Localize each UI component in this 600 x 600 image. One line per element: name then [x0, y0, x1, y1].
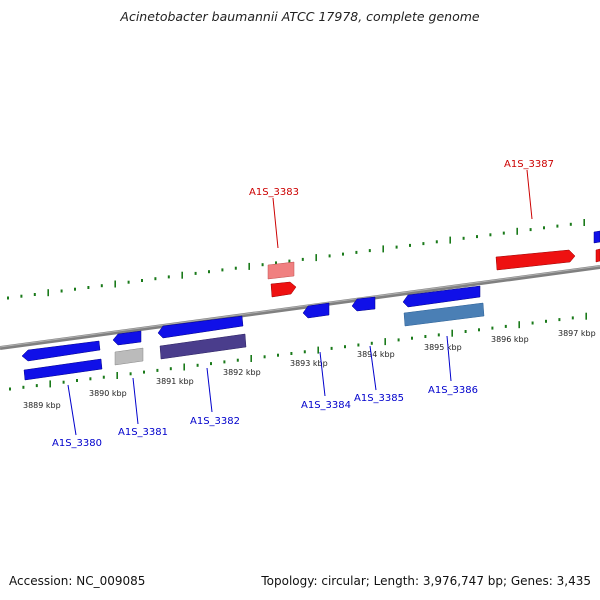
scale-label: 3889 kbp	[23, 401, 61, 410]
leader-line-3381	[132, 377, 139, 425]
genome-backbone	[0, 265, 600, 350]
gene-label-3381[interactable]: A1S_3381	[118, 427, 168, 438]
gene-features	[21, 230, 600, 381]
gene-labels: A1S_3380 A1S_3381 A1S_3382 A1S_3383 A1S_…	[52, 159, 554, 449]
scale-labels: 3889 kbp 3890 kbp 3891 kbp 3892 kbp 3893…	[23, 329, 596, 410]
gene-feature-3383-lower[interactable]	[270, 281, 297, 298]
gene-label-3384[interactable]: A1S_3384	[301, 400, 351, 411]
upper-tick-row	[7, 219, 586, 300]
gene-feature-3384[interactable]	[302, 302, 330, 319]
gene-feature-3381-upper[interactable]	[112, 330, 142, 346]
gene-feature-3383-upper[interactable]	[267, 261, 295, 280]
scale-label: 3895 kbp	[424, 343, 462, 352]
scale-label: 3891 kbp	[156, 377, 194, 386]
scale-label: 3892 kbp	[223, 368, 261, 377]
leader-line-3384	[319, 351, 326, 397]
leader-line-3387	[526, 169, 533, 220]
leader-line-3383	[272, 197, 279, 249]
scale-label: 3893 kbp	[290, 359, 328, 368]
lower-tick-row	[9, 312, 588, 391]
gene-label-3380[interactable]: A1S_3380	[52, 438, 102, 449]
scale-label: 3894 kbp	[357, 350, 395, 359]
gene-feature-3381-lower[interactable]	[114, 347, 144, 366]
gene-feature-3385[interactable]	[351, 296, 376, 312]
gene-label-3385[interactable]: A1S_3385	[354, 393, 404, 404]
gene-feature-edge-blue[interactable]	[593, 230, 600, 244]
scale-label: 3897 kbp	[558, 329, 596, 338]
gene-label-3382[interactable]: A1S_3382	[190, 416, 240, 427]
gene-label-3387[interactable]: A1S_3387	[504, 159, 554, 170]
gene-feature-3380-upper[interactable]	[21, 340, 101, 362]
leader-line-3385	[369, 345, 377, 391]
gene-feature-3382-upper[interactable]	[157, 315, 244, 339]
leader-line-3380	[67, 384, 77, 436]
genome-stats-text: Topology: circular; Length: 3,976,747 bp…	[261, 574, 591, 588]
gene-feature-3382-lower[interactable]	[159, 333, 247, 360]
scale-label: 3890 kbp	[89, 389, 127, 398]
leader-line-3382	[206, 367, 213, 413]
gene-feature-3386-upper[interactable]	[402, 285, 481, 308]
scale-label: 3896 kbp	[491, 335, 529, 344]
map-title: Acinetobacter baumannii ATCC 17978, comp…	[120, 9, 480, 24]
gene-feature-edge-red[interactable]	[595, 248, 600, 263]
gene-label-3383[interactable]: A1S_3383	[249, 187, 299, 198]
gene-label-leaders	[67, 169, 533, 436]
genome-backbone-highlight	[0, 265, 600, 348]
gene-label-3386[interactable]: A1S_3386	[428, 385, 478, 396]
leader-line-3386	[446, 335, 452, 382]
gene-feature-3380-lower[interactable]	[23, 358, 103, 381]
gene-feature-3386-lower[interactable]	[403, 302, 485, 327]
gene-feature-3387[interactable]	[495, 249, 576, 271]
accession-text: Accession: NC_009085	[9, 574, 146, 588]
